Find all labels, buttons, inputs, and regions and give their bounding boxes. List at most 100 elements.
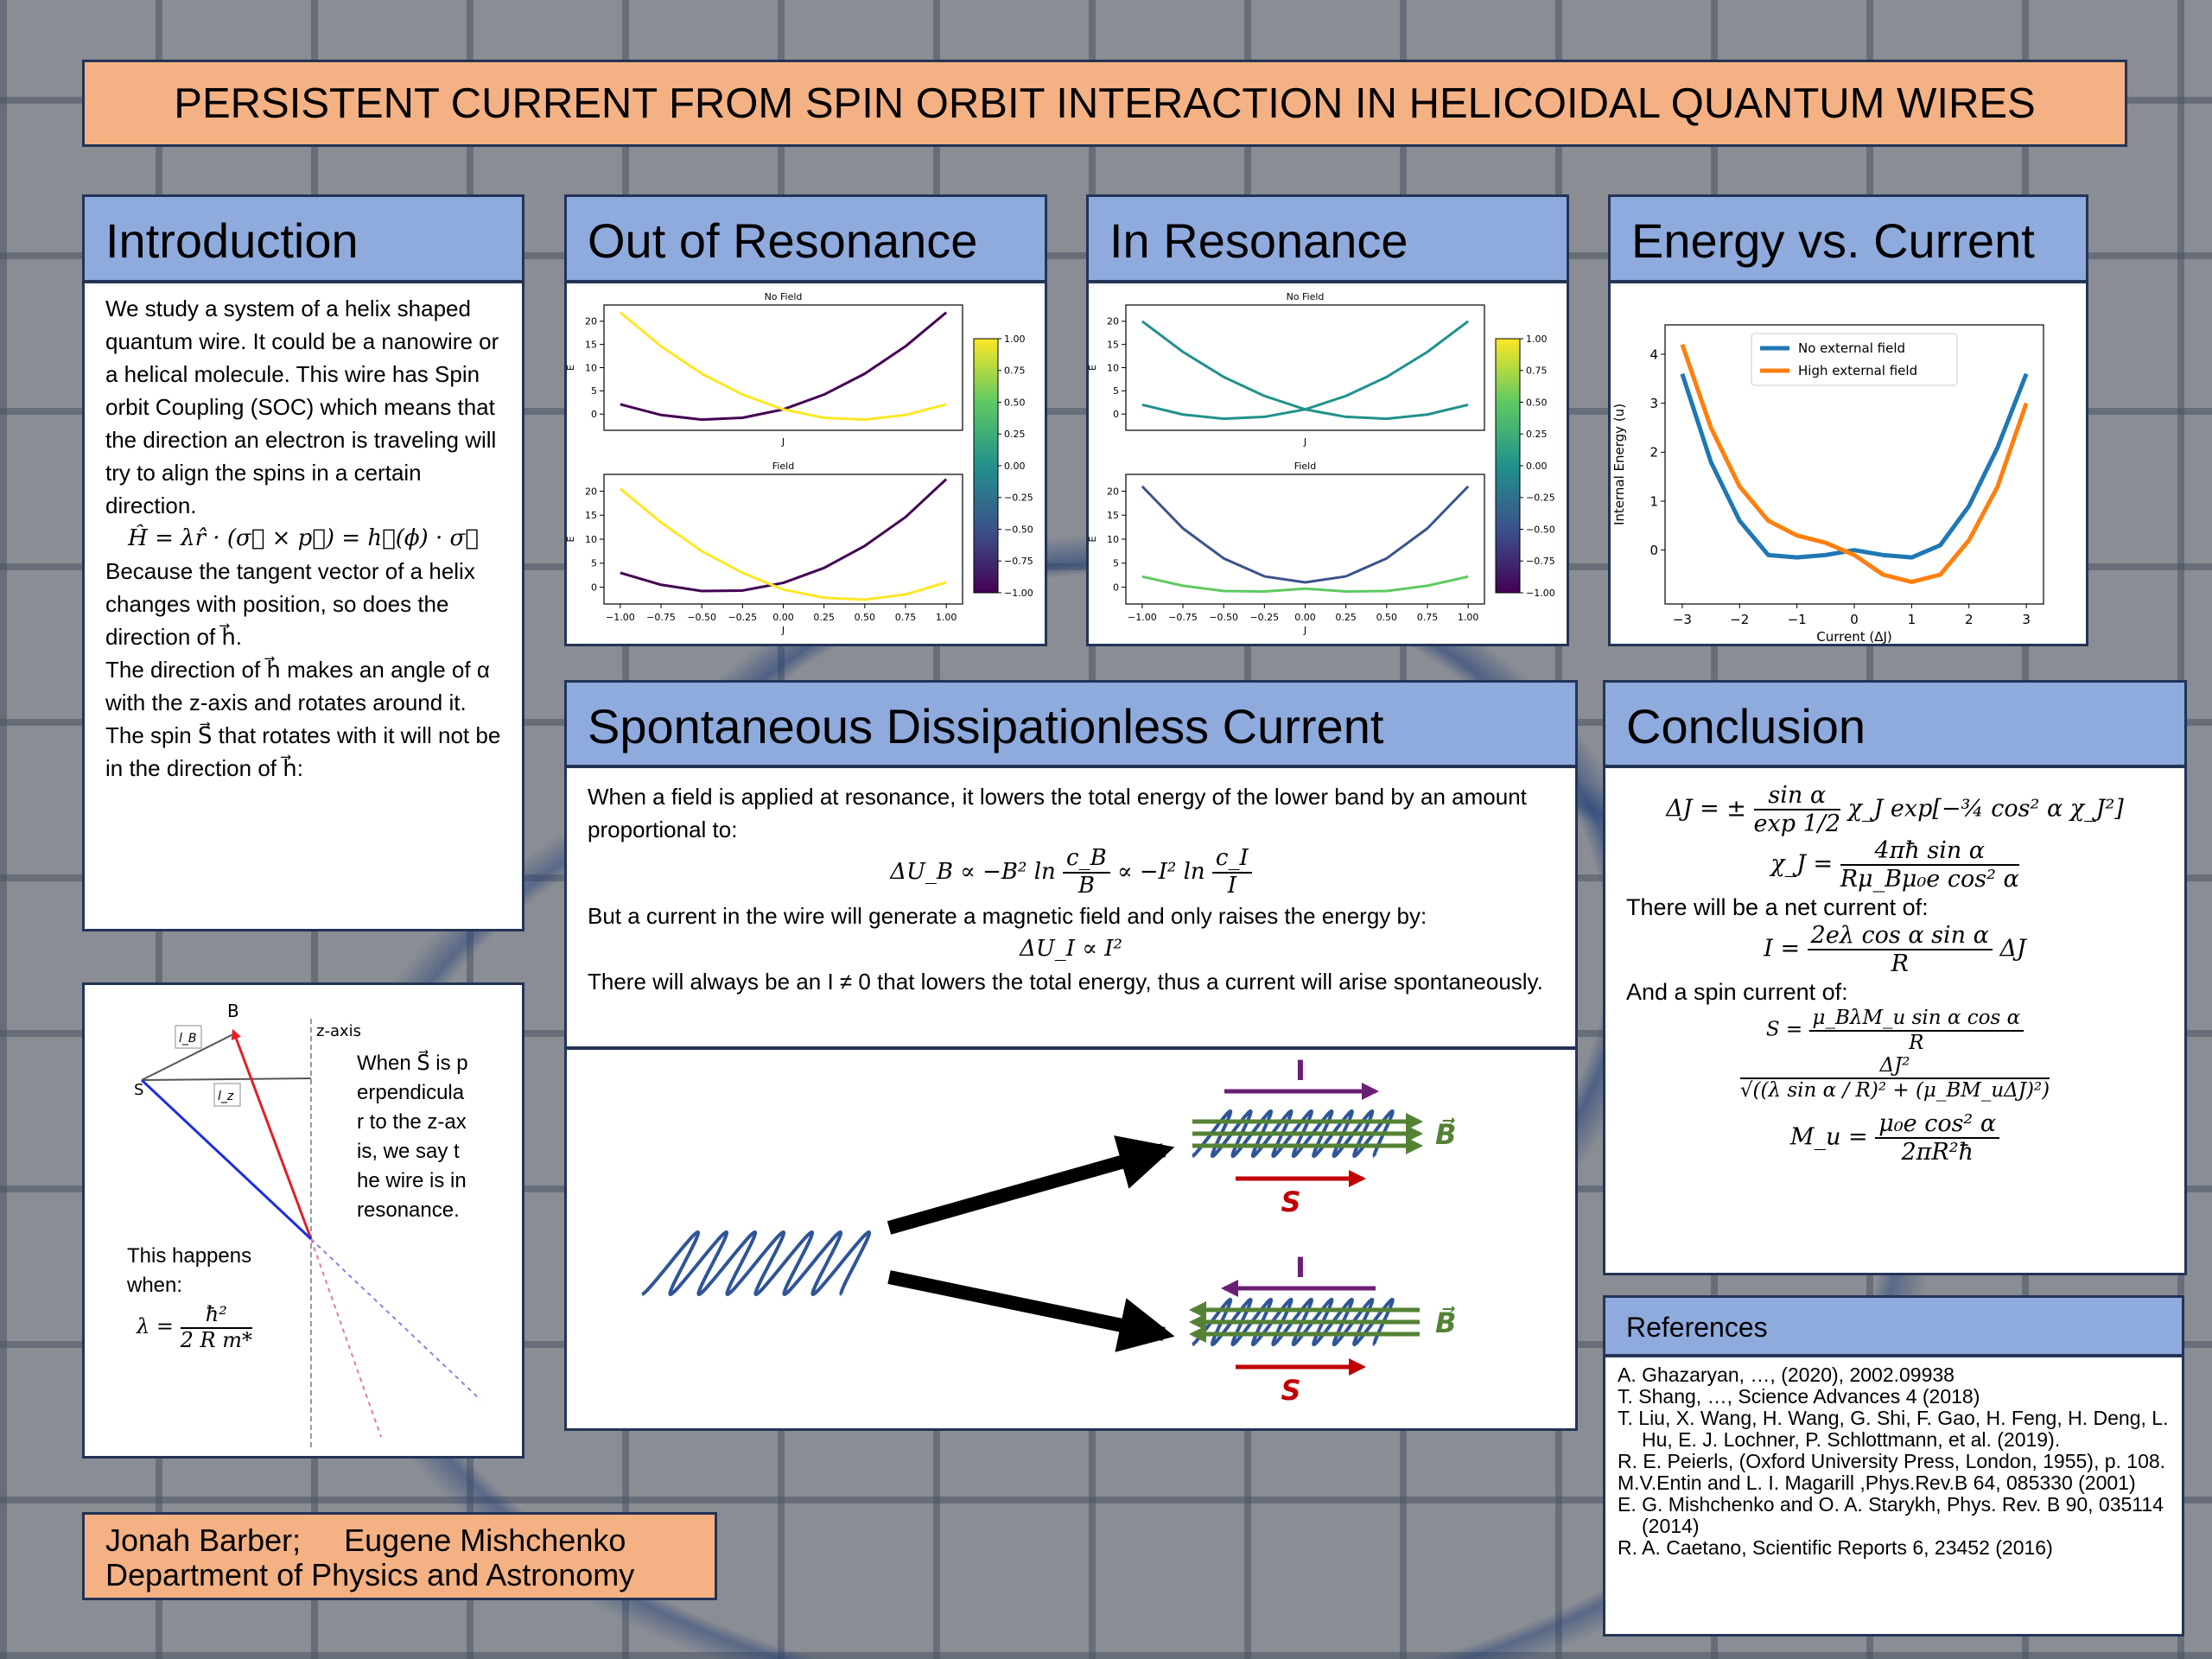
y-axis-label: E: [565, 365, 576, 371]
paragraph: There will always be an I ≠ 0 that lower…: [588, 968, 1543, 995]
label-box: [175, 1025, 202, 1049]
reference: R. E. Peierls, (Oxford University Press,…: [1618, 1450, 2166, 1472]
colorbar-tick-label: −0.25: [1526, 493, 1555, 504]
field-vector: [231, 1028, 313, 1240]
colorbar-tick-label: 0.25: [1004, 429, 1026, 440]
numerator: sin α: [1753, 782, 1841, 811]
x-tick-label: 0.25: [813, 612, 835, 623]
fraction: μ₀e cos² α 2πR²ħ: [1875, 1110, 2000, 1166]
x-tick-label: 3: [2022, 612, 2031, 627]
plot-title: No Field: [1287, 291, 1325, 302]
x-tick-label: 0.00: [772, 612, 794, 623]
y-tick-label: 20: [1107, 316, 1119, 327]
x-tick-label: −1.00: [606, 612, 635, 623]
colorbar: [1495, 338, 1521, 594]
denominator: √((λ sin α / R)² + (μ_BM_uΔJ)²): [1739, 1078, 2050, 1102]
denominator: exp 1/2: [1753, 810, 1841, 838]
guide-line: [141, 1077, 312, 1081]
paragraph: The direction of h⃗ makes an angle of α …: [105, 657, 501, 781]
reference: T. Liu, X. Wang, H. Wang, G. Shi, F. Gao…: [1618, 1407, 2169, 1451]
colorbar-tick-label: −0.50: [1526, 524, 1555, 535]
colorbar-tick-label: −0.25: [1004, 493, 1033, 504]
y-tick-label: 0: [591, 582, 597, 593]
guide-line: [141, 1033, 234, 1081]
fraction: c_B B: [1063, 845, 1110, 899]
references-list: A. Ghazaryan, …, (2020), 2002.09938 T. Sh…: [1603, 1355, 2184, 1637]
equation-part: S =: [1765, 1018, 1803, 1041]
line-series: [619, 311, 947, 422]
y-tick-label: 10: [1107, 362, 1119, 373]
colorbar-tick-label: 0.75: [1004, 365, 1026, 377]
equation-part: χ_J =: [1770, 850, 1834, 878]
figure-panel: [564, 1047, 1578, 1431]
fraction: c_I I: [1211, 845, 1252, 899]
equation: Ĥ = λr̂ · (σ⃗ × p⃗) = h⃗(ϕ) · σ⃗: [128, 525, 479, 551]
fraction: ħ² 2 R m*: [180, 1302, 252, 1352]
equation-part: λ =: [137, 1314, 174, 1339]
x-tick-label: −2: [1730, 612, 1749, 627]
fraction: 4πħ sin α Rμ_Bμ₀e cos² α: [1840, 837, 2019, 893]
spontaneous-body: When a field is applied at resonance, it…: [564, 766, 1578, 1049]
x-axis-label: J: [781, 625, 785, 636]
diagram-condition: This happens when:: [127, 1244, 252, 1297]
x-tick-label: 0: [1850, 612, 1859, 627]
section-heading: In Resonance: [1086, 194, 1569, 283]
y-axis-label: E: [1087, 365, 1098, 371]
legend-box: [1751, 333, 1958, 386]
plot-title: Field: [772, 461, 794, 472]
label-box: [213, 1083, 241, 1107]
helix: [1192, 1109, 1395, 1159]
y-tick-label: 20: [585, 316, 597, 327]
section-heading: Energy vs. Current: [1608, 194, 2088, 283]
conclusion-body: ΔJ = ± sin α exp 1/2 χ_J exp[−¾ cos² α χ_…: [1603, 766, 2187, 1275]
paragraph: And a spin current of:: [1626, 979, 1848, 1006]
introduction-body: We study a system of a helix shaped quan…: [82, 281, 524, 931]
spin-vector: [140, 1078, 313, 1241]
equation-part: ∝ −I² ln: [1116, 858, 1205, 885]
line-series: [619, 487, 947, 601]
spin-label: S: [1281, 1374, 1300, 1407]
y-tick-label: 15: [585, 339, 597, 350]
x-tick-label: 0.75: [895, 612, 917, 623]
colorbar-tick-label: 1.00: [1004, 334, 1026, 345]
y-tick-label: 4: [1649, 346, 1658, 362]
equation-part: M_u =: [1789, 1123, 1868, 1151]
line-series: [1680, 372, 2029, 560]
equation: ΔU_B ∝ −B² ln c_B B ∝ −I² ln c_I I: [588, 845, 1554, 899]
diagram-label: l_B: [179, 1032, 197, 1046]
diagram-label: l_z: [218, 1090, 234, 1103]
diagram-caption: When S⃗ is perpendicular to the z-axis, …: [357, 1052, 468, 1222]
colorbar-tick-label: −0.75: [1004, 556, 1033, 567]
x-tick-label: 0.75: [1417, 612, 1439, 623]
y-axis-label: E: [1087, 536, 1098, 542]
paragraph: When a field is applied at resonance, it…: [588, 784, 1527, 842]
x-tick-label: 0.25: [1335, 612, 1357, 623]
colorbar-tick-label: 0.25: [1526, 429, 1548, 440]
reference: R. A. Caetano, Scientific Reports 6, 234…: [1618, 1536, 2053, 1559]
x-tick-label: 1.00: [936, 612, 957, 623]
y-tick-label: 1: [1649, 493, 1658, 509]
equation: χ_J = 4πħ sin α Rμ_Bμ₀e cos² α: [1626, 837, 2164, 893]
plot-title: Field: [1294, 461, 1316, 472]
reference: M.V.Entin and L. I. Magarill ,Phys.Rev.B…: [1618, 1471, 2136, 1494]
y-tick-label: 0: [591, 409, 597, 420]
equation-part: ΔJ: [1999, 935, 2026, 963]
reference: E. G. Mishchenko and O. A. Starykh, Phys…: [1618, 1493, 2164, 1537]
axes-frame: [1125, 304, 1485, 431]
equation-part: ΔJ = ±: [1666, 795, 1746, 823]
denominator: 2πR²ħ: [1901, 1139, 1974, 1166]
y-axis-label: Internal Energy (u): [1611, 404, 1627, 525]
section-heading: References: [1603, 1295, 2184, 1357]
line-series: [1141, 485, 1470, 584]
x-tick-label: −0.50: [1209, 612, 1238, 623]
diagram-label: z-axis: [316, 1022, 361, 1040]
denominator: R: [1891, 950, 1909, 978]
equation-part: χ_J exp[−¾ cos² α χ_J²]: [1847, 795, 2124, 823]
numerator: 4πħ sin α: [1840, 837, 2019, 867]
x-tick-label: 1.00: [1458, 612, 1479, 623]
diagram-label: B: [227, 1001, 239, 1021]
y-tick-label: 5: [1113, 385, 1119, 397]
y-tick-label: 15: [1107, 510, 1119, 521]
